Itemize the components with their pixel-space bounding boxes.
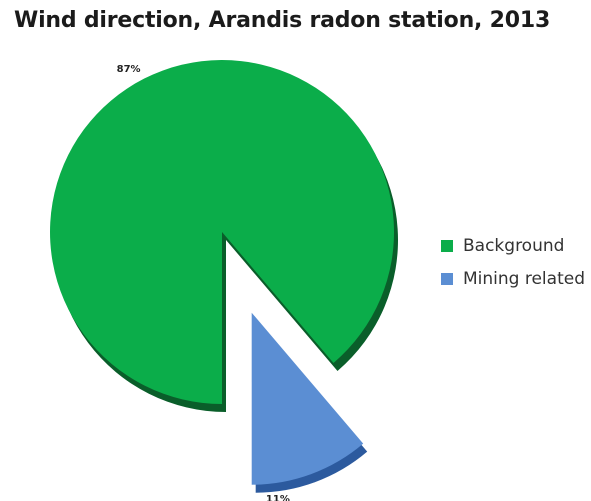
chart-title: Wind direction, Arandis radon station, 2…	[14, 8, 551, 33]
pie-label-background: 87%	[117, 64, 141, 75]
chart-legend: Background Mining related	[441, 234, 585, 300]
pie-slices	[50, 59, 395, 485]
legend-label-mining-related: Mining related	[463, 269, 585, 289]
legend-item-mining-related: Mining related	[441, 267, 585, 291]
legend-label-background: Background	[463, 236, 565, 256]
pie-labels: 87% 11%	[117, 64, 290, 501]
legend-swatch-mining-related	[441, 273, 453, 285]
pie-label-mining-related: 11%	[266, 494, 290, 501]
pie-slice-mining-related	[251, 312, 364, 485]
pie-slice-background	[50, 59, 395, 404]
legend-item-background: Background	[441, 234, 585, 258]
legend-swatch-background	[441, 240, 453, 252]
